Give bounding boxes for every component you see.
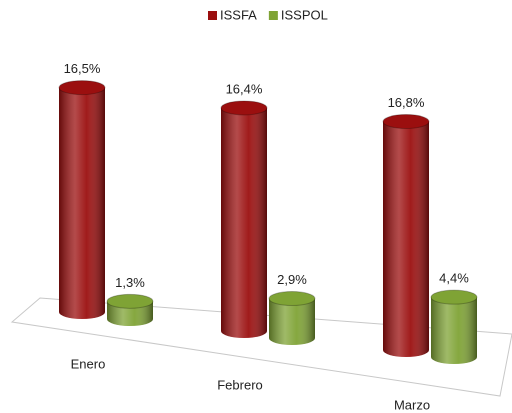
bar-top [382,114,430,130]
value-label: 4,4% [439,271,469,286]
legend-swatch [208,11,217,20]
x-tick-label: Marzo [394,397,430,412]
value-label: 16,8% [388,95,425,110]
bar-shade [59,87,105,319]
bar-shade [107,301,153,326]
bar-top [220,100,268,116]
bar-top [430,289,478,305]
value-label: 2,9% [277,272,307,287]
bar-top [268,291,316,307]
bar-top [106,293,154,309]
bar-shade [383,121,429,358]
legend-swatch [268,11,278,20]
legend-label: ISSPOL [281,7,328,22]
bar-shade [269,298,315,345]
bar-shade [431,297,477,364]
value-label: 16,4% [226,81,263,96]
bar-top [58,80,106,96]
legend-label: ISSFA [220,7,257,22]
bar-shade [221,107,267,339]
x-tick-label: Enero [71,356,106,371]
value-label: 1,3% [115,275,145,290]
value-label: 16,5% [64,61,101,76]
x-tick-label: Febrero [217,377,263,392]
